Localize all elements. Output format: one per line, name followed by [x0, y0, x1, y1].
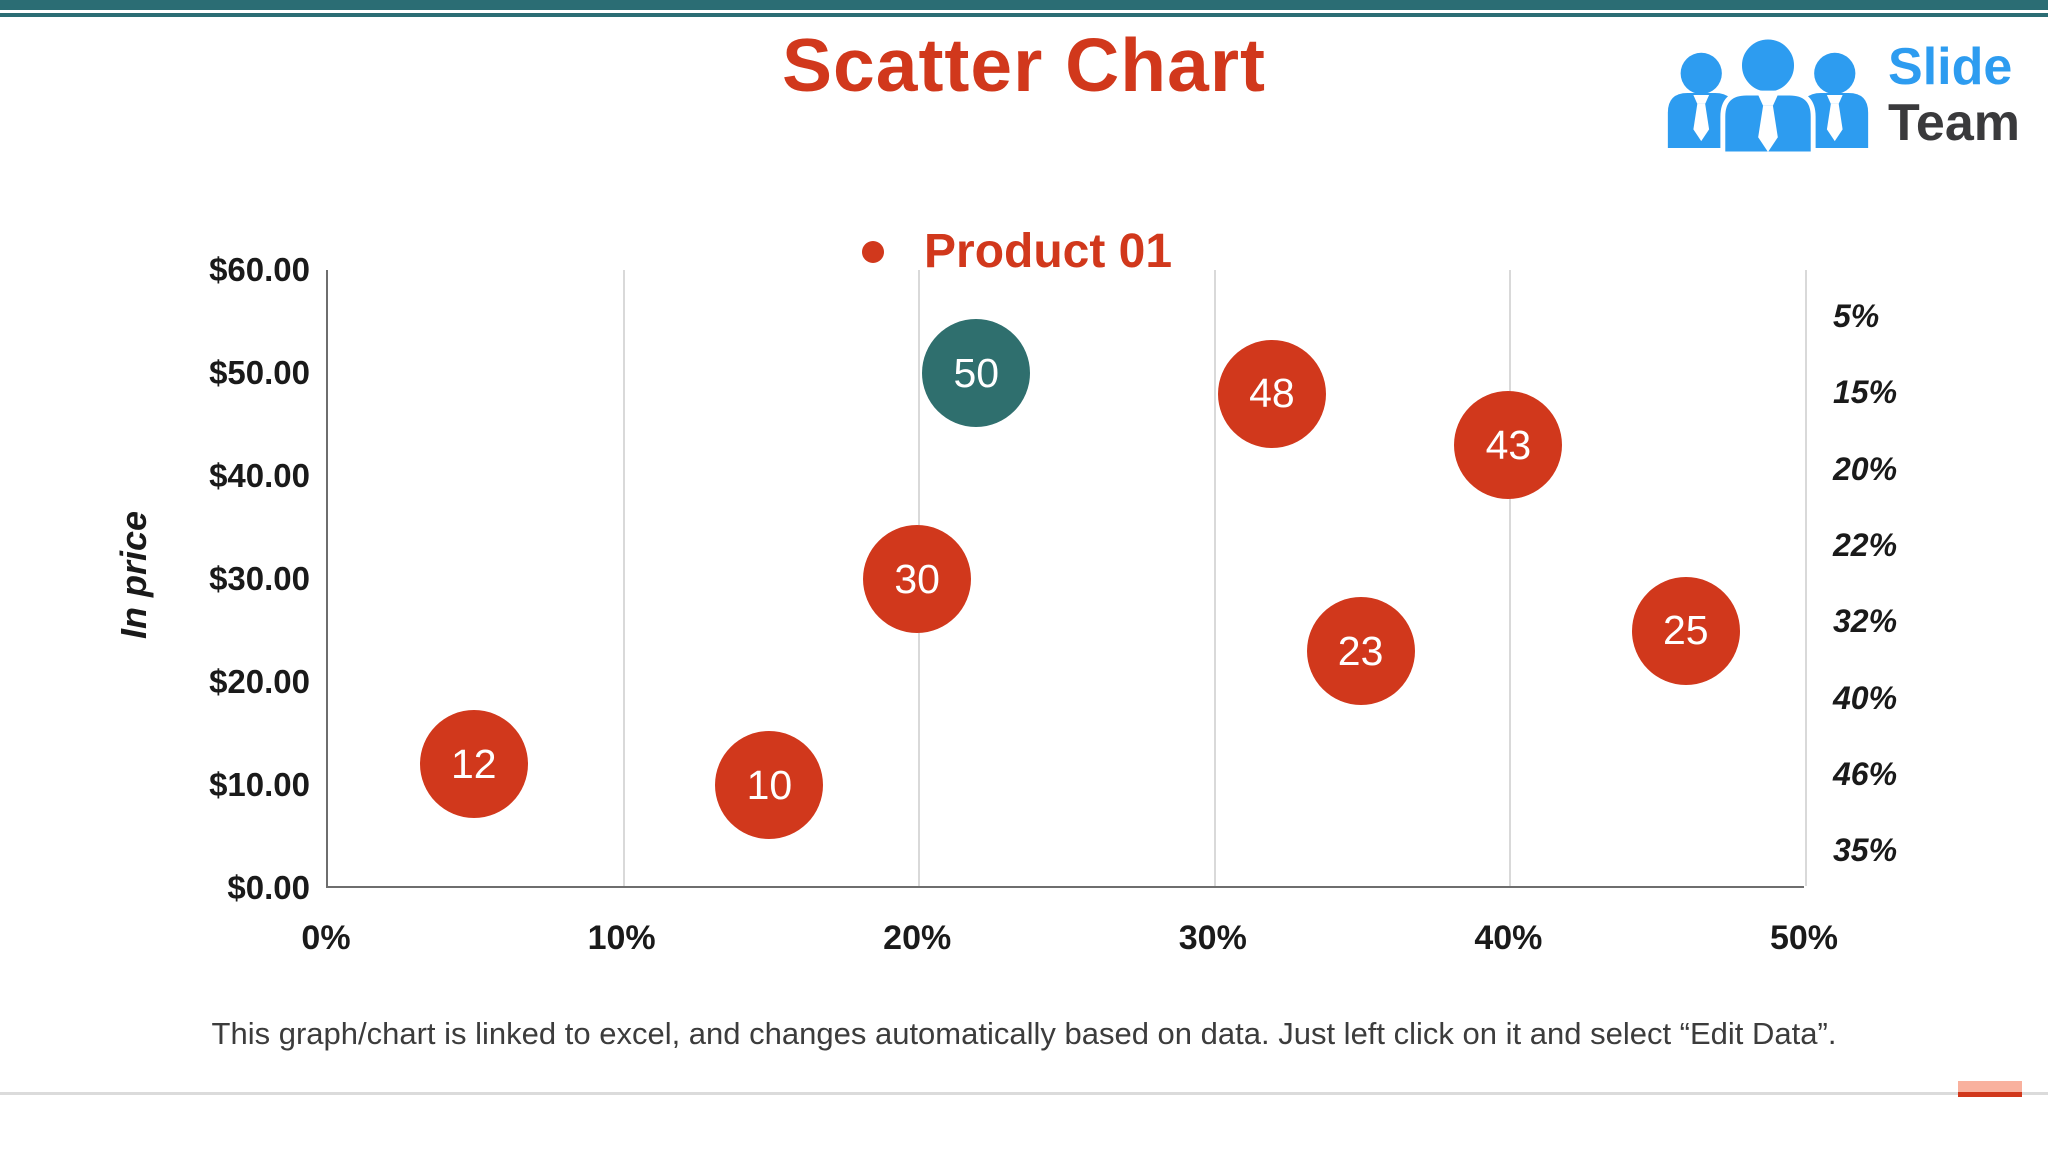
footer-divider: [0, 1092, 2048, 1095]
y-tick-label: $60.00: [209, 251, 310, 288]
y-tick-label: $0.00: [227, 869, 310, 906]
gridline-vertical: [1509, 270, 1512, 886]
logo-wordmark: Slide Team: [1888, 39, 2020, 151]
x-tick-label: 40%: [1474, 919, 1543, 957]
data-bubble-48[interactable]: 48: [1217, 339, 1326, 448]
people-group-icon: [1667, 34, 1869, 157]
footer-caption: This graph/chart is linked to excel, and…: [211, 1016, 1837, 1051]
data-bubble-10[interactable]: 10: [715, 731, 824, 839]
x-tick-label: 50%: [1769, 919, 1839, 957]
right-axis-label: 46%: [1833, 755, 1898, 792]
x-tick-label: 10%: [587, 919, 656, 957]
top-accent-bar-thin: [0, 13, 2048, 17]
top-accent-bar: [0, 0, 2048, 10]
footer-accent-red: [1958, 1092, 2022, 1097]
data-bubble-12[interactable]: 12: [419, 710, 528, 819]
gridline-vertical: [622, 270, 625, 886]
right-axis-label: 20%: [1833, 450, 1898, 487]
logo-text-slide: Slide: [1888, 37, 2013, 96]
footer-accent-salmon: [1958, 1081, 2022, 1092]
y-tick-label: $40.00: [209, 457, 310, 494]
slideteam-logo: Slide Team: [1660, 30, 2020, 160]
right-axis-label: 22%: [1833, 526, 1898, 563]
y-tick-label: $30.00: [209, 560, 310, 597]
right-axis-label: 35%: [1833, 832, 1898, 869]
legend-label: Product 01: [924, 225, 1173, 278]
x-tick-label: 0%: [301, 919, 351, 957]
data-bubble-30[interactable]: 30: [863, 525, 972, 633]
right-axis-label: 5%: [1833, 298, 1880, 334]
y-tick-label: $10.00: [209, 766, 310, 803]
gridline-vertical: [1213, 270, 1216, 886]
x-tick-label: 20%: [883, 919, 952, 957]
gridline-vertical: [1805, 270, 1807, 886]
right-axis-label: 40%: [1833, 679, 1898, 716]
data-bubble-23[interactable]: 23: [1306, 597, 1415, 706]
legend-bullet-icon: [862, 240, 884, 263]
x-tick-label: 30%: [1178, 919, 1247, 957]
page-title: Scatter Chart: [782, 23, 1266, 107]
y-tick-label: $20.00: [209, 663, 310, 700]
right-axis-label: 15%: [1833, 374, 1898, 411]
footer-accent-bar: [1958, 1081, 2022, 1097]
data-bubble-25[interactable]: 25: [1631, 576, 1740, 685]
chart-legend: Product 01: [862, 224, 1172, 279]
y-tick-label: $50.00: [209, 354, 310, 391]
right-axis-label: 32%: [1833, 603, 1898, 640]
chart-plot-area[interactable]: [326, 270, 1807, 888]
data-bubble-43[interactable]: 43: [1454, 391, 1563, 500]
logo-text-team: Team: [1888, 94, 2020, 152]
data-bubble-50[interactable]: 50: [922, 319, 1031, 427]
